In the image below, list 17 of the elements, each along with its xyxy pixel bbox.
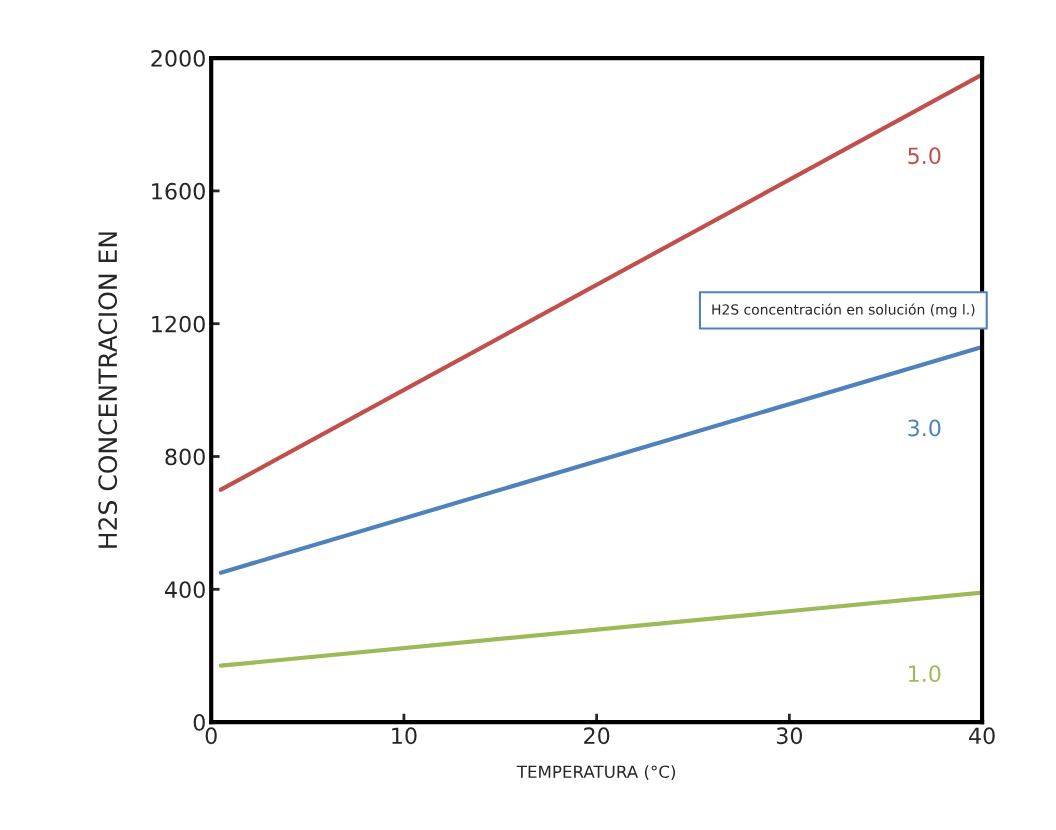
y-tick-label: 2000 [151,50,205,67]
text: 1.0 [909,665,941,683]
x-tick-label: 10 [392,727,417,745]
y-tick-label: 1600 [152,182,205,200]
x-axis-title: TEMPERATURA (°C) [516,765,676,780]
series-label: 5.0 [908,147,941,165]
y-axis-title: H2S CONCENTRACION EN [98,232,118,548]
y-tick-label: 800 [165,448,205,466]
x-tick-label: 0 [205,727,217,745]
text: 3.0 [908,419,941,437]
y-tick-label: 1200 [152,315,205,333]
x-tick-label: 20 [584,727,610,745]
y-tick-label: 400 [165,581,205,599]
annotation: H2S concentración en solución (mg l.) [712,303,975,318]
x-tick-label: 40 [969,727,995,745]
x-tick-label: 30 [776,727,803,745]
y-tick-label: 0 [193,714,205,731]
